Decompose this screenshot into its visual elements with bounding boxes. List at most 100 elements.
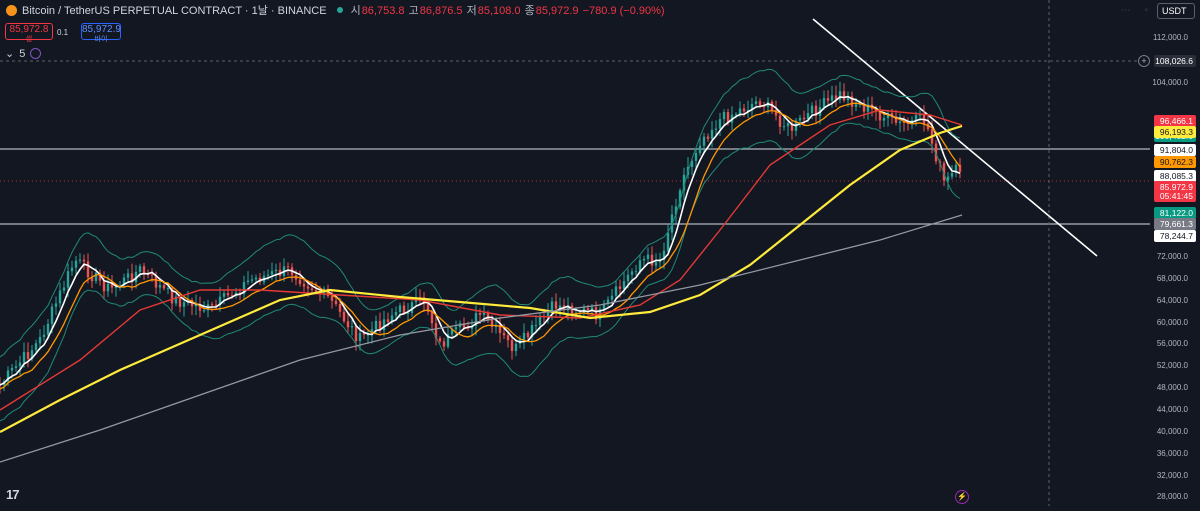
candle-body	[618, 286, 622, 289]
candle-body	[354, 326, 358, 342]
candle-body	[810, 105, 814, 114]
candle-body	[742, 108, 746, 112]
buy-price: 85,972.9	[82, 24, 121, 35]
tradingview-logo-icon[interactable]: 17	[6, 487, 20, 502]
candle-body	[630, 271, 634, 275]
buy-label: 바이	[94, 36, 108, 43]
candles	[0, 81, 962, 394]
candle-body	[530, 325, 534, 338]
candle-body	[66, 271, 70, 288]
candle-body	[926, 123, 930, 130]
indicator-toggle[interactable]: ⌄ 5	[5, 47, 42, 60]
high-label: 고	[408, 5, 419, 17]
symbol-title[interactable]: Bitcoin / TetherUS PERPETUAL CONTRACT · …	[22, 5, 327, 17]
candle-body	[250, 279, 254, 281]
candle-body	[46, 323, 50, 335]
candle-body	[830, 95, 834, 101]
candle-body	[702, 136, 706, 146]
candle-body	[506, 335, 510, 341]
candle-body	[802, 117, 806, 120]
candle-body	[94, 272, 98, 282]
candle-body	[722, 112, 726, 120]
candle-body	[850, 96, 854, 107]
candle-body	[6, 370, 10, 382]
candle-body	[198, 304, 202, 311]
candle-body	[614, 286, 618, 296]
close-value: 85,972.9	[535, 5, 579, 17]
candle-body	[566, 305, 570, 311]
low-label: 저	[466, 5, 477, 17]
candle-body	[898, 121, 902, 123]
candle-body	[122, 277, 126, 286]
candle-body	[626, 274, 630, 282]
candle-body	[682, 174, 686, 191]
candle-body	[114, 286, 118, 288]
candle-body	[202, 310, 206, 312]
add-alert-icon[interactable]: +	[1138, 55, 1150, 67]
candle-body	[914, 115, 918, 121]
candle-body	[150, 274, 154, 276]
buy-button[interactable]: 85,972.9 바이	[81, 23, 121, 43]
candle-body	[310, 288, 314, 290]
price-tick: 48,000.0	[1156, 383, 1188, 392]
grey-ma-line	[0, 214, 963, 463]
candle-body	[430, 311, 434, 324]
price-label-hline-lower: 78,244.7	[1154, 230, 1196, 242]
lightning-icon[interactable]: ⚡	[955, 490, 969, 504]
price-tick: 44,000.0	[1156, 405, 1188, 414]
candle-body	[70, 267, 74, 272]
candle-body	[226, 293, 230, 296]
candle-body	[654, 262, 658, 266]
candle-body	[934, 143, 938, 162]
candle-body	[270, 271, 274, 275]
candle-body	[306, 286, 310, 289]
candle-body	[298, 279, 302, 285]
candle-body	[130, 273, 134, 283]
candle-body	[486, 312, 490, 320]
candle-body	[546, 311, 550, 318]
candle-body	[782, 126, 786, 128]
candle-body	[846, 96, 850, 101]
candle-body	[594, 307, 598, 320]
candle-body	[918, 114, 922, 116]
currency-selector[interactable]: USDT	[1157, 3, 1195, 19]
candle-body	[814, 105, 818, 116]
price-tick: 112,000.0	[1153, 33, 1188, 42]
price-label-countdown: 05:41:45	[1154, 190, 1196, 202]
candle-body	[90, 277, 94, 282]
candle-body	[514, 343, 518, 352]
candle-body	[954, 164, 958, 173]
candle-body	[778, 115, 782, 127]
candle-body	[798, 117, 802, 121]
candle-body	[786, 123, 790, 127]
candle-body	[210, 304, 214, 306]
bollinger-upper	[0, 68, 961, 358]
candle-body	[890, 113, 894, 117]
candle-body	[410, 302, 414, 313]
candle-body	[726, 112, 730, 123]
settings-icon[interactable]: ▫	[1144, 5, 1148, 16]
candle-body	[674, 206, 678, 215]
candle-body	[162, 285, 166, 289]
candle-body	[526, 332, 530, 338]
candle-body	[398, 305, 402, 312]
menu-icon[interactable]: ⋯	[1120, 5, 1131, 16]
red-ma-line	[0, 109, 963, 411]
candle-body	[826, 98, 830, 101]
candle-body	[390, 315, 394, 322]
candle-body	[406, 312, 410, 314]
candle-body	[218, 296, 222, 305]
price-label-lower-band: 81,122.0	[1154, 207, 1196, 219]
candle-body	[758, 101, 762, 106]
sell-button[interactable]: 85,972.8 셀	[5, 23, 53, 43]
sell-price: 85,972.8	[9, 24, 49, 35]
sell-label: 셀	[25, 36, 33, 43]
candle-body	[610, 295, 614, 300]
price-label-basis: 88,085.3	[1154, 170, 1196, 182]
candle-body	[482, 312, 486, 315]
open-label: 시	[350, 5, 361, 17]
candle-body	[10, 367, 14, 371]
candle-body	[666, 232, 670, 251]
